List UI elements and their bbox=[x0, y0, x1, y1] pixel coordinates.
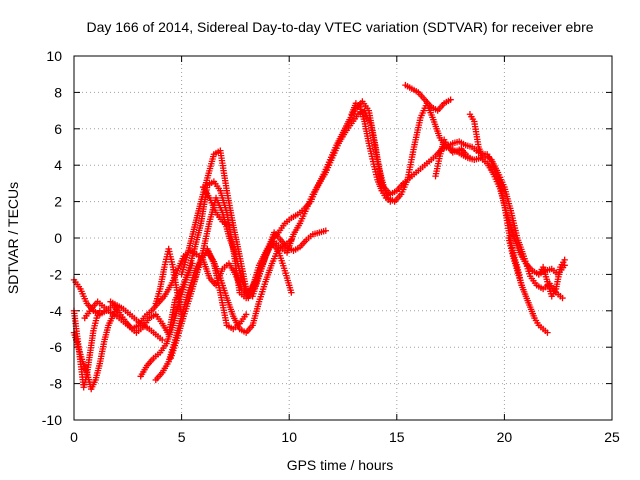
series-arc-7 bbox=[204, 245, 250, 333]
data-point bbox=[561, 256, 568, 264]
series-arc-4 bbox=[178, 147, 295, 300]
data-points bbox=[70, 81, 568, 393]
series-arc-10 bbox=[70, 307, 104, 391]
y-tick-label: 6 bbox=[54, 121, 62, 137]
data-point bbox=[387, 198, 394, 205]
series-arc-16 bbox=[432, 136, 474, 180]
data-point bbox=[447, 96, 454, 103]
data-point bbox=[159, 336, 166, 344]
series-arc-13 bbox=[152, 245, 185, 318]
series-arc-19 bbox=[535, 256, 568, 300]
data-point bbox=[559, 294, 566, 302]
series-arc-9 bbox=[70, 303, 121, 393]
y-axis-label: SDTVAR / TECUs bbox=[5, 182, 21, 294]
y-tick-label: 0 bbox=[54, 230, 62, 246]
series-arc-6 bbox=[199, 183, 233, 229]
series-arc-17 bbox=[466, 111, 525, 289]
data-point bbox=[189, 260, 196, 267]
data-point bbox=[225, 222, 233, 229]
x-tick-label: 10 bbox=[281, 429, 297, 445]
x-tick-label: 0 bbox=[70, 429, 78, 445]
y-tick-label: 4 bbox=[54, 157, 62, 173]
data-point bbox=[178, 311, 185, 318]
x-axis-label: GPS time / hours bbox=[287, 457, 394, 473]
axis-ticks: 0 5 10 15 20 25 -10 -8 -6 -4 -2 0 2 4 6 8 10 bbox=[42, 48, 620, 445]
series-arc-8 bbox=[107, 298, 166, 344]
series-arc-2 bbox=[81, 98, 566, 338]
x-tick-label: 5 bbox=[178, 429, 186, 445]
data-point bbox=[288, 236, 295, 244]
series-arc-11 bbox=[137, 260, 196, 380]
y-tick-label: -8 bbox=[50, 376, 63, 392]
data-point bbox=[113, 303, 121, 311]
x-tick-label: 15 bbox=[389, 429, 405, 445]
y-tick-label: -4 bbox=[50, 303, 63, 319]
y-tick-label: 10 bbox=[46, 48, 62, 64]
y-tick-label: -6 bbox=[50, 339, 63, 355]
data-point bbox=[242, 311, 250, 318]
chart-title: Day 166 of 2014, Sidereal Day-to-day VTE… bbox=[86, 19, 593, 35]
y-tick-label: 8 bbox=[54, 84, 62, 100]
x-tick-label: 20 bbox=[497, 429, 513, 445]
data-point bbox=[204, 247, 211, 254]
plot-frame bbox=[73, 55, 613, 421]
x-tick-label: 25 bbox=[604, 429, 620, 445]
series-arc-15 bbox=[402, 81, 454, 114]
y-tick-label: 2 bbox=[54, 194, 62, 210]
data-point bbox=[466, 154, 474, 162]
data-point bbox=[322, 227, 329, 234]
y-tick-label: -2 bbox=[50, 266, 63, 282]
data-point bbox=[288, 289, 295, 296]
series-arc-14 bbox=[348, 100, 394, 205]
y-tick-label: -10 bbox=[42, 412, 62, 428]
series-arc-18 bbox=[505, 234, 551, 336]
data-point bbox=[544, 329, 551, 336]
series-arc-1 bbox=[70, 107, 568, 333]
grid-lines bbox=[74, 56, 612, 420]
data-point bbox=[96, 307, 104, 314]
